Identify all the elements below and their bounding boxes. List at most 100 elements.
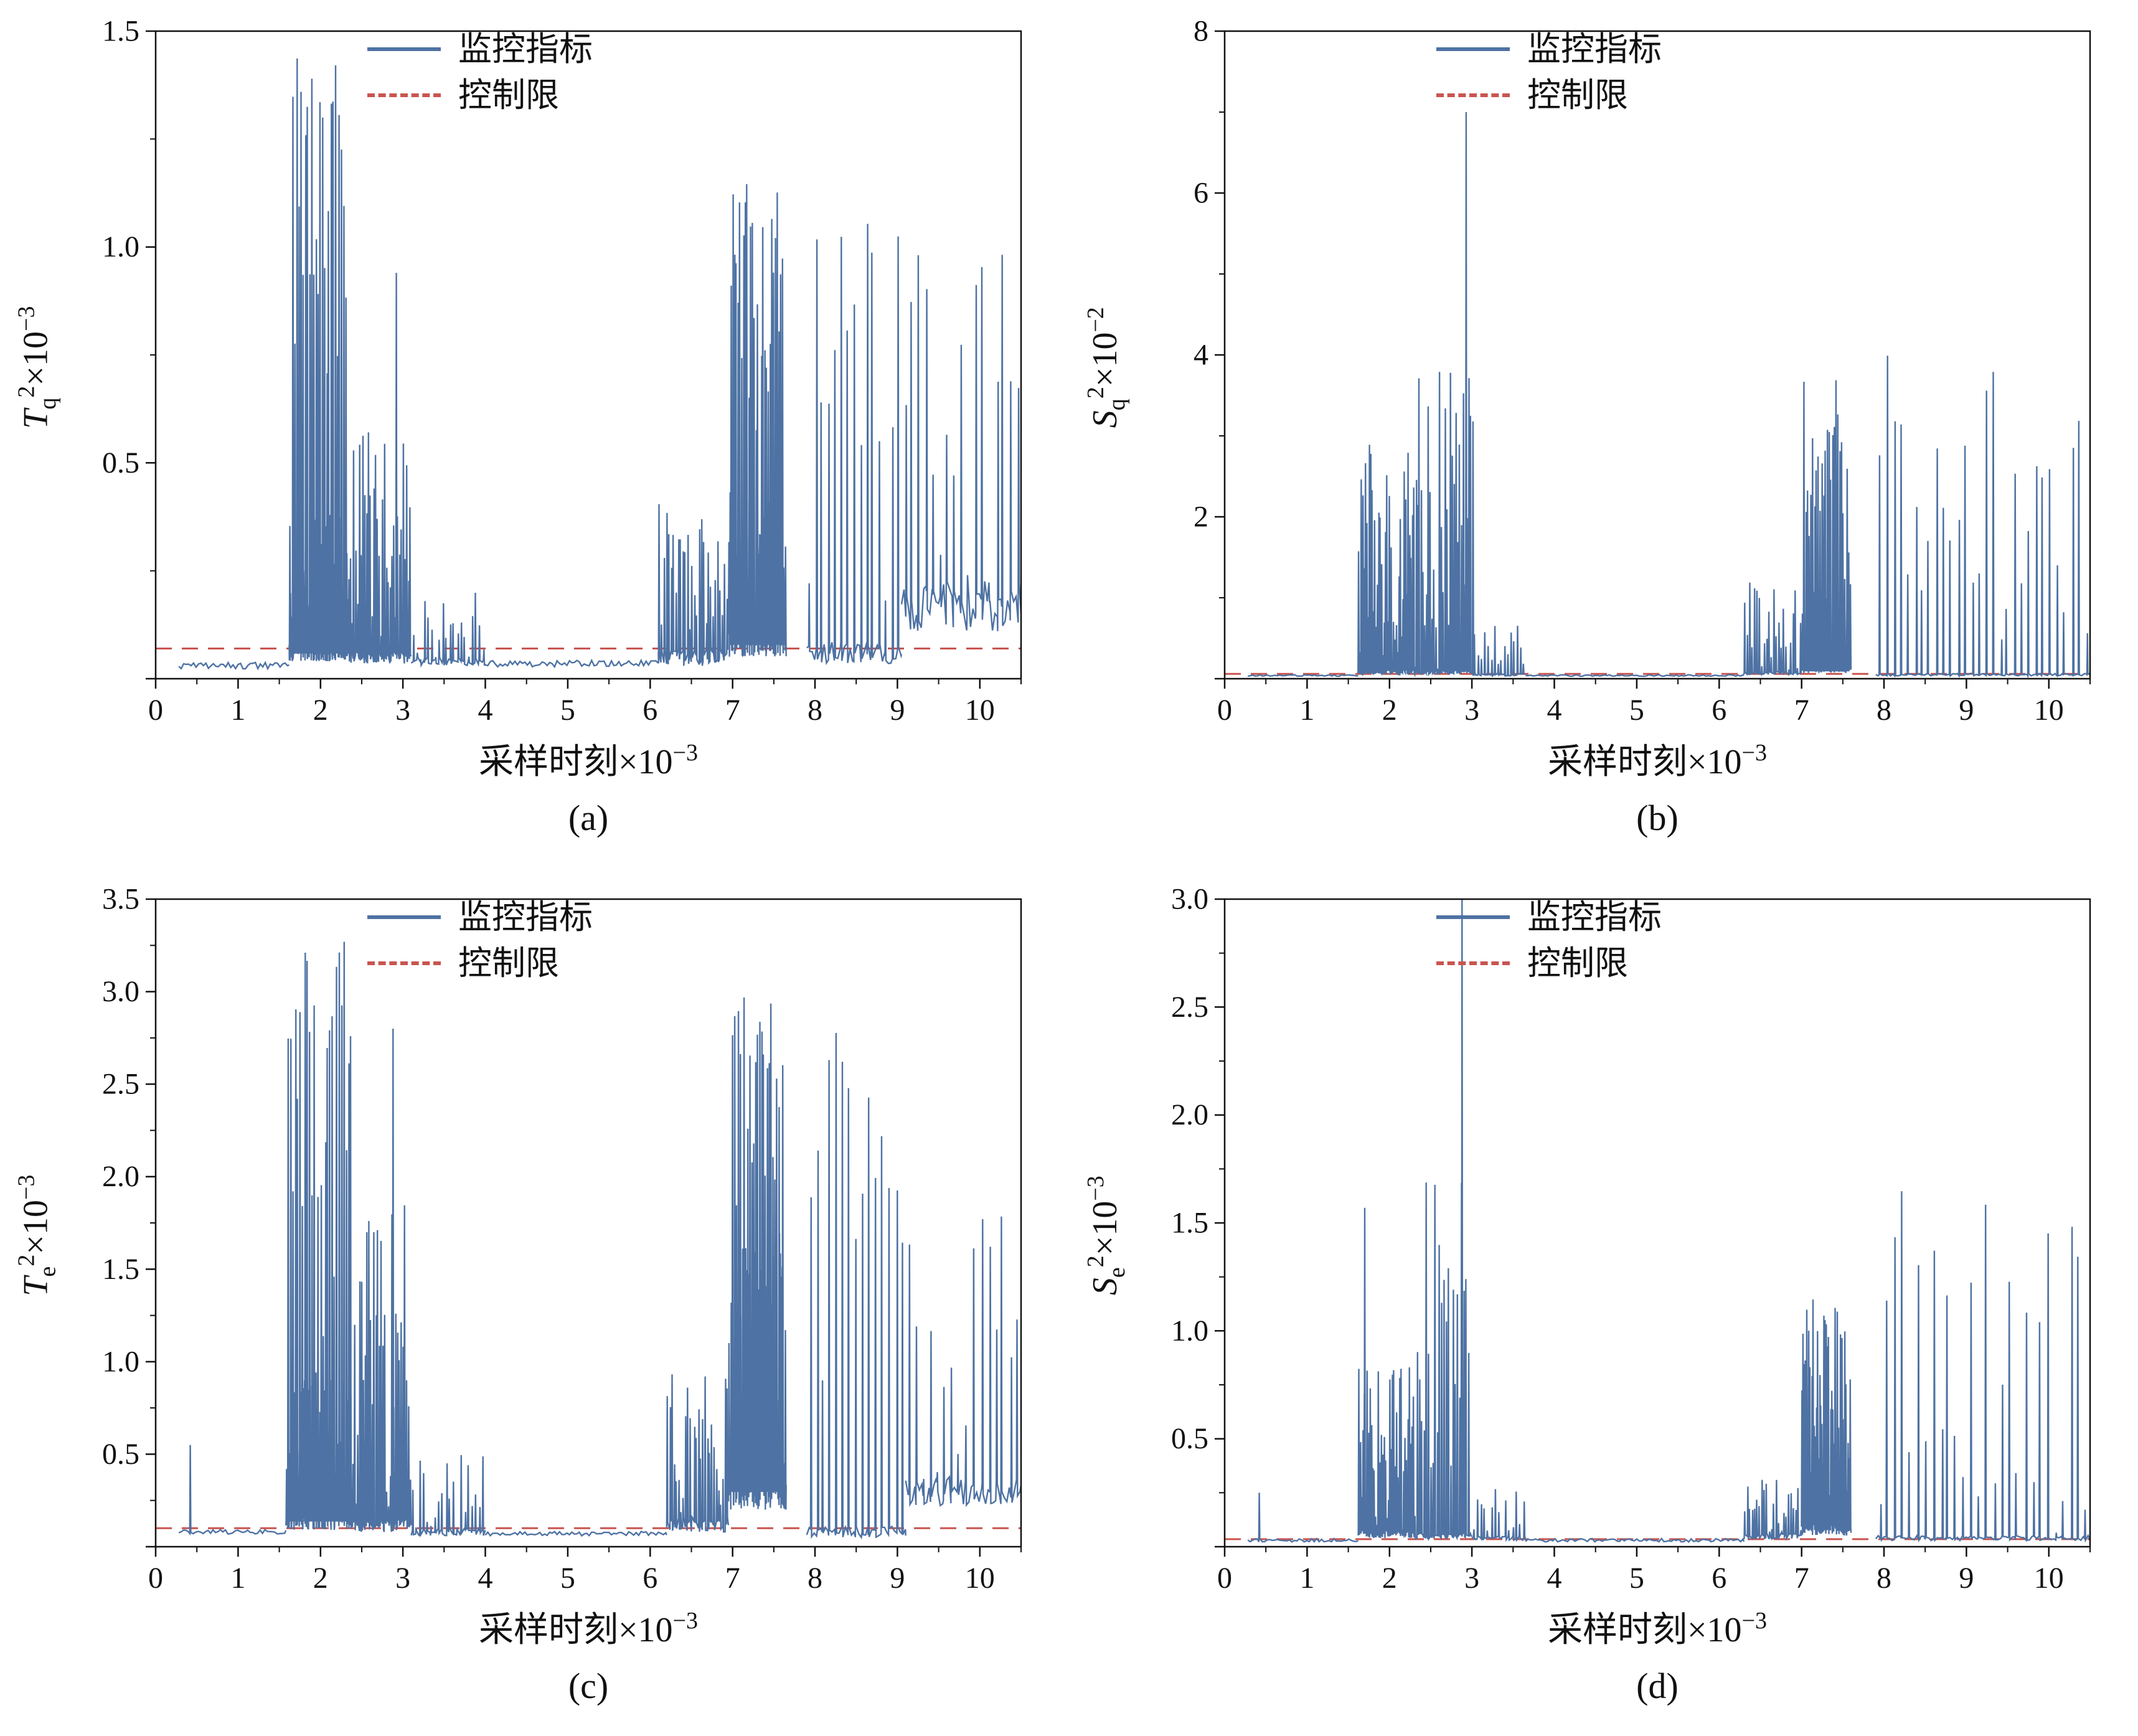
svg-text:3.0: 3.0 <box>102 975 139 1008</box>
svg-text:1: 1 <box>230 1562 245 1595</box>
y-axis-label: Te2×10−3 <box>13 1174 62 1296</box>
svg-text:1.5: 1.5 <box>102 15 139 48</box>
svg-text:7: 7 <box>725 1562 740 1595</box>
legend-item-limit: 控制限 <box>1436 78 1662 112</box>
svg-text:6: 6 <box>643 694 657 727</box>
caption-d: (d) <box>1636 1666 1679 1706</box>
svg-text:9: 9 <box>1959 694 1974 727</box>
svg-text:1.0: 1.0 <box>102 1345 139 1378</box>
svg-text:6: 6 <box>643 1562 657 1595</box>
legend-item-monitor: 监控指标 <box>367 32 593 66</box>
svg-text:3.5: 3.5 <box>102 883 139 916</box>
svg-text:8: 8 <box>1877 1562 1891 1595</box>
svg-text:2: 2 <box>1194 501 1208 534</box>
chart-d-canvas: 0 1 2 3 4 5 6 7 8 9 10 0.5 1.0 1.5 2.0 2.5 3.0 <box>1150 880 2115 1603</box>
svg-text:8: 8 <box>1877 694 1891 727</box>
svg-text:3: 3 <box>395 694 410 727</box>
svg-text:4: 4 <box>1194 339 1208 372</box>
svg-text:6: 6 <box>1194 177 1208 210</box>
svg-text:3.0: 3.0 <box>1171 883 1208 916</box>
chart-c: Te2×10−3 0 1 2 3 4 5 6 7 8 9 10 0.5 1.0 1.5 2.0 2.5 3.0 3… <box>0 868 1069 1736</box>
svg-text:5: 5 <box>1629 694 1644 727</box>
legend-item-limit: 控制限 <box>367 78 593 112</box>
svg-text:0: 0 <box>1217 1562 1232 1595</box>
legend-item-limit: 控制限 <box>367 946 593 980</box>
legend-item-limit: 控制限 <box>1436 946 1662 980</box>
legend-line-solid-icon <box>1436 915 1510 919</box>
svg-text:2.0: 2.0 <box>1171 1098 1208 1131</box>
chart-c-canvas: 0 1 2 3 4 5 6 7 8 9 10 0.5 1.0 1.5 2.0 2.5 3.0 3.5 <box>81 880 1046 1603</box>
svg-text:3: 3 <box>1464 1562 1479 1595</box>
svg-text:7: 7 <box>1794 694 1809 727</box>
svg-text:5: 5 <box>560 1562 575 1595</box>
y-axis-label-wrap: Tq2×10−3 <box>0 25 75 710</box>
chart-b: Sq2×10−2 0 1 2 3 4 5 6 7 8 9 10 2 4 6 8 监控指标 控制限 采样时刻×… <box>1069 0 2138 868</box>
legend-label: 控制限 <box>1527 77 1628 114</box>
svg-text:8: 8 <box>808 694 822 727</box>
svg-text:0.5: 0.5 <box>102 446 139 479</box>
legend-label: 监控指标 <box>1527 31 1662 68</box>
legend: 监控指标 控制限 <box>1436 32 1662 112</box>
svg-text:1.0: 1.0 <box>1171 1314 1208 1347</box>
legend-line-solid-icon <box>367 47 441 51</box>
svg-text:8: 8 <box>1194 15 1208 48</box>
svg-text:5: 5 <box>560 694 575 727</box>
svg-text:2.5: 2.5 <box>1171 991 1208 1024</box>
x-axis-label: 采样时刻×10−3 <box>478 740 699 781</box>
svg-text:0.5: 0.5 <box>102 1438 139 1471</box>
svg-text:2.0: 2.0 <box>102 1160 139 1193</box>
svg-text:4: 4 <box>478 1562 493 1595</box>
svg-text:10: 10 <box>2034 694 2064 727</box>
svg-text:1: 1 <box>230 694 245 727</box>
y-axis-label: Tq2×10−3 <box>13 306 62 429</box>
legend-label: 控制限 <box>458 77 559 114</box>
svg-text:3: 3 <box>395 1562 410 1595</box>
y-axis-label-wrap: Se2×10−3 <box>1069 893 1144 1578</box>
legend-item-monitor: 监控指标 <box>1436 900 1662 934</box>
svg-text:9: 9 <box>890 694 905 727</box>
svg-text:4: 4 <box>478 694 493 727</box>
svg-text:1.0: 1.0 <box>102 230 139 263</box>
svg-text:2: 2 <box>1382 694 1397 727</box>
caption-c: (c) <box>568 1666 609 1706</box>
svg-text:0: 0 <box>1217 694 1232 727</box>
caption-a: (a) <box>568 798 609 838</box>
svg-text:6: 6 <box>1712 694 1726 727</box>
x-axis-label: 采样时刻×10−3 <box>1547 1608 1768 1649</box>
legend: 监控指标 控制限 <box>367 900 593 980</box>
svg-text:8: 8 <box>808 1562 822 1595</box>
x-axis-label: 采样时刻×10−3 <box>478 1608 699 1649</box>
svg-text:0: 0 <box>148 1562 163 1595</box>
legend: 监控指标 控制限 <box>1436 900 1662 980</box>
legend-line-dashed-icon <box>1436 93 1510 97</box>
caption-b: (b) <box>1636 798 1679 838</box>
svg-text:1: 1 <box>1299 1562 1314 1595</box>
svg-text:10: 10 <box>965 694 995 727</box>
chart-d: Se2×10−3 0 1 2 3 4 5 6 7 8 9 10 0.5 1.0 1.5 2.0 2.5 3.0 … <box>1069 868 2138 1736</box>
y-axis-label-wrap: Sq2×10−2 <box>1069 25 1144 710</box>
legend-item-monitor: 监控指标 <box>1436 32 1662 66</box>
svg-text:7: 7 <box>725 694 740 727</box>
legend-item-monitor: 监控指标 <box>367 900 593 934</box>
svg-text:5: 5 <box>1629 1562 1644 1595</box>
svg-text:2: 2 <box>313 1562 328 1595</box>
y-axis-label-wrap: Te2×10−3 <box>0 893 75 1578</box>
legend-line-dashed-icon <box>367 961 441 965</box>
legend: 监控指标 控制限 <box>367 32 593 112</box>
svg-text:0.5: 0.5 <box>1171 1422 1208 1455</box>
legend-label: 控制限 <box>458 945 559 982</box>
chart-a: Tq2×10−3 0 1 2 3 4 5 6 7 8 9 10 0.5 1.0 1.5 监控指标 控制限 … <box>0 0 1069 868</box>
y-axis-label: Se2×10−3 <box>1082 1175 1131 1296</box>
svg-text:1.5: 1.5 <box>1171 1207 1208 1240</box>
y-axis-label: Sq2×10−2 <box>1082 306 1131 428</box>
legend-line-dashed-icon <box>367 93 441 97</box>
legend-line-solid-icon <box>367 915 441 919</box>
legend-label: 监控指标 <box>1527 899 1662 936</box>
svg-text:10: 10 <box>2034 1562 2064 1595</box>
svg-text:7: 7 <box>1794 1562 1809 1595</box>
legend-line-dashed-icon <box>1436 961 1510 965</box>
svg-text:3: 3 <box>1464 694 1479 727</box>
chart-a-canvas: 0 1 2 3 4 5 6 7 8 9 10 0.5 1.0 1.5 <box>81 12 1046 735</box>
x-axis-label: 采样时刻×10−3 <box>1547 740 1768 781</box>
